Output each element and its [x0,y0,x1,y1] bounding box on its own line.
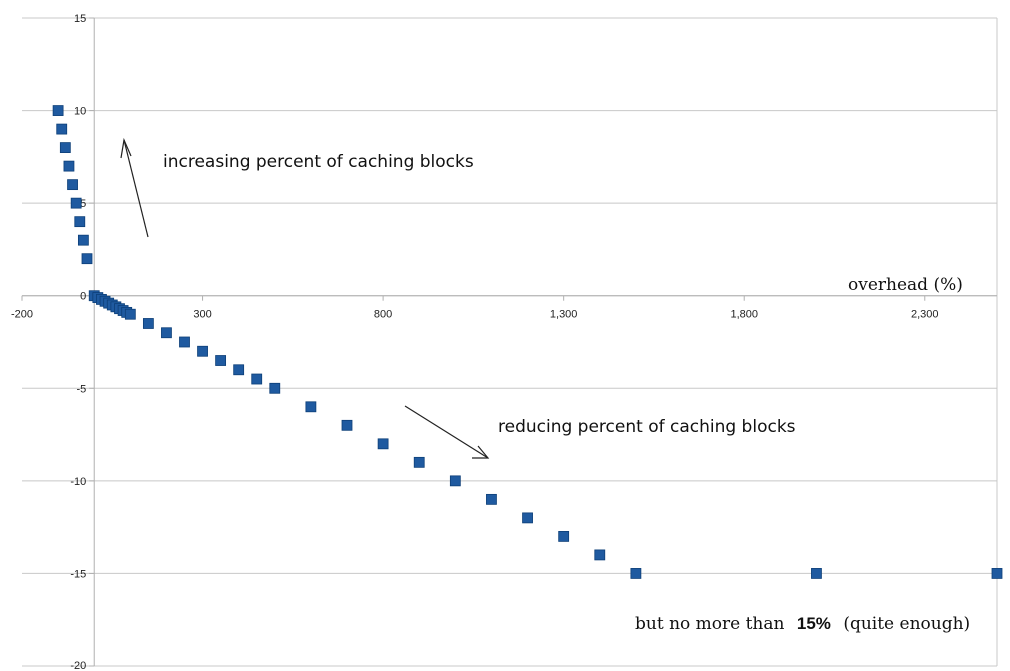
data-point-0-2 [59,142,71,154]
data-point-0-23 [197,345,208,357]
data-point-0-25 [233,364,245,376]
data-point-0-6 [74,216,86,228]
y-tick-label-7: -20 [70,660,86,671]
data-point-0-38 [811,568,822,579]
data-point-0-3 [63,160,75,172]
data-point-0-32 [449,475,461,487]
data-point-0-29 [341,419,353,431]
x-tick-label-4: 1,800 [730,309,758,321]
data-point-0-30 [377,438,389,450]
x-tick-label-2: 800 [374,309,392,321]
arrow-increasing [123,139,149,238]
y-tick-label-0: 15 [74,13,86,25]
y-tick-label-4: -5 [76,383,86,395]
arrow-reducing [404,405,489,459]
data-point-0-21 [161,327,172,339]
y-tick-label-3: 0 [80,291,86,303]
annotations: overhead (%) increasing percent of cachi… [120,137,970,634]
data-point-0-4 [67,179,78,191]
annotation-limit-suffix: (quite enough) [843,614,970,634]
data-point-0-19 [124,308,136,320]
x-tick-label-5: 2,300 [911,309,939,321]
x-tick-label-0: -200 [11,309,33,321]
data-point-0-39 [991,568,1003,579]
annotation-limit: but no more than 15% (quite enough) [635,614,970,634]
annotation-limit-prefix: but no more than [635,614,785,634]
x-axis-label: overhead (%) [848,275,963,295]
y-tick-label-1: 10 [74,106,86,118]
data-point-0-26 [251,373,263,385]
data-point-0-35 [558,531,570,542]
annotation-increasing: increasing percent of caching blocks [163,152,474,172]
data-point-0-34 [522,512,533,524]
data-point-0-22 [179,336,190,348]
data-point-0-31 [413,456,425,468]
arrow-increasing-head [120,137,132,159]
y-tick-label-5: -10 [70,476,86,488]
data-point-0-0 [52,105,64,116]
data-point-0-20 [142,318,154,329]
data-point-0-28 [305,401,317,413]
data-point-0-24 [215,355,227,366]
data-point-0-7 [77,234,89,246]
data-point-0-33 [486,493,497,505]
annotation-limit-value: 15% [797,614,831,633]
tick-labels: -200 300 800 1,300 1,800 2,300 15 10 5 0 -5 -10 -15 -… [11,13,939,671]
data-point-0-1 [56,123,68,135]
y-tick-label-2: 5 [80,198,86,210]
data-points [52,105,1003,579]
axis-layer [21,17,997,667]
data-point-0-27 [269,382,281,394]
data-point-0-8 [81,253,93,265]
x-tick-label-1: 300 [193,309,211,321]
y-tick-label-6: -15 [70,568,86,580]
arrow-reducing-head [472,445,490,459]
data-point-0-5 [70,197,82,209]
x-tick-label-3: 1,300 [550,309,578,321]
grid-layer [22,17,998,667]
data-point-0-36 [594,549,606,561]
data-point-0-37 [630,568,642,579]
annotation-reducing: reducing percent of caching blocks [498,417,796,437]
